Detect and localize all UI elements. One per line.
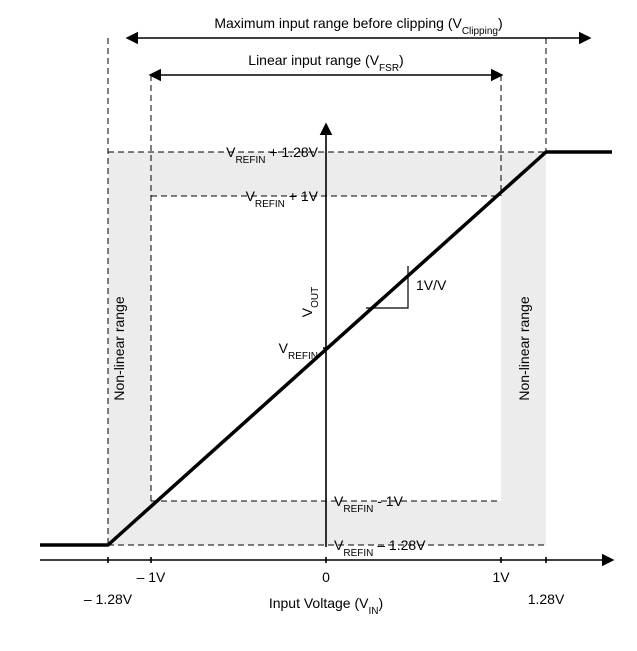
x-p128: 1.28V — [528, 591, 565, 607]
x-zero: 0 — [322, 569, 330, 585]
x-m128: – 1.28V — [84, 591, 133, 607]
nonlinear-band-top — [108, 152, 546, 196]
slope-label: 1V/V — [416, 277, 447, 293]
transfer-diagram: 1V/VMaximum input range before clipping … — [0, 0, 637, 651]
x-p1: 1V — [492, 569, 510, 585]
x-m1: – 1V — [137, 569, 166, 585]
nonlinear-band-bottom — [108, 501, 546, 545]
nonlinear-right-label: Non-linear range — [516, 296, 532, 400]
nonlinear-left-label: Non-linear range — [111, 296, 127, 400]
